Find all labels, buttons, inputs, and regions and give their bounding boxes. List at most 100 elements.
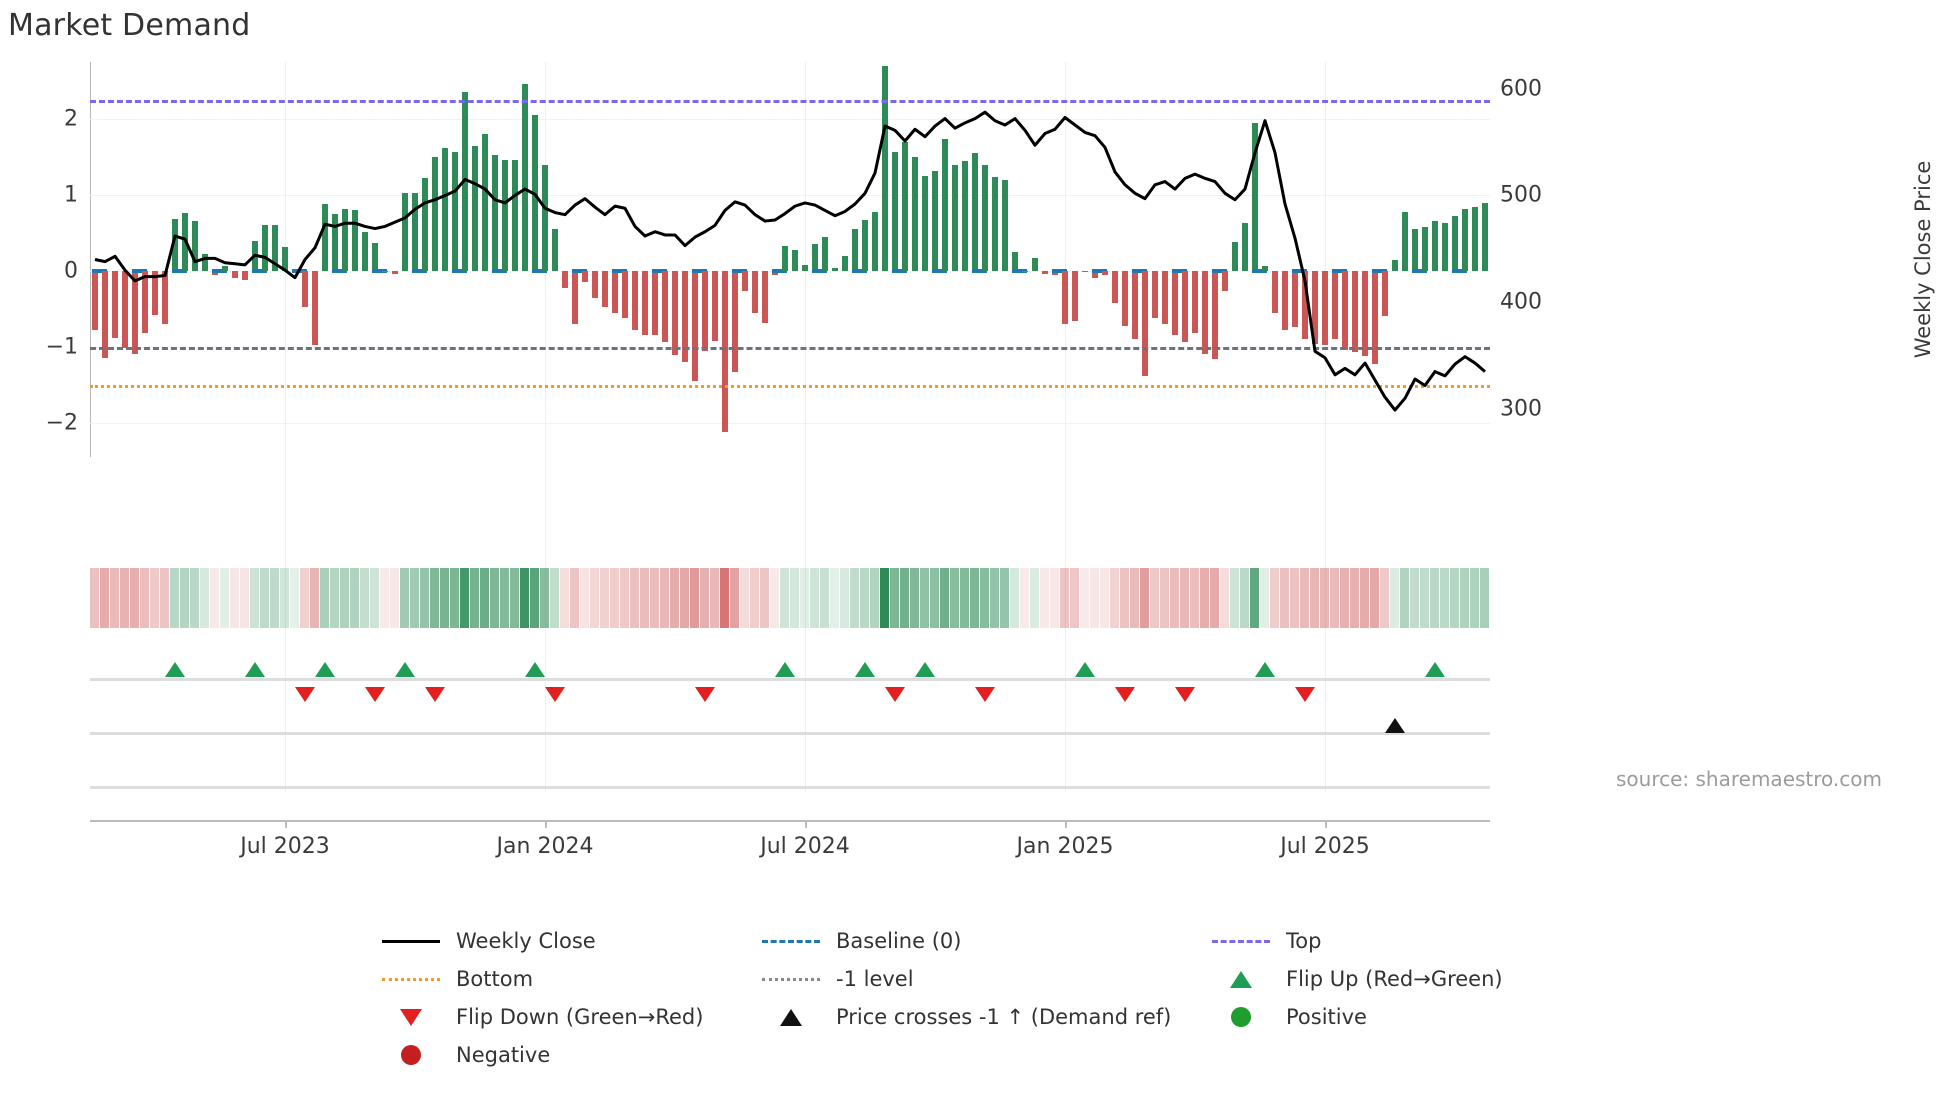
demand-bar [1291, 270, 1299, 328]
demand-bar [951, 164, 959, 271]
demand-bar [1321, 270, 1329, 345]
demand-bar [281, 247, 289, 271]
demand-bar [861, 220, 869, 271]
legend-dot-swatch [382, 977, 440, 981]
demand-bar [271, 224, 279, 271]
heatmap-cell [390, 568, 399, 628]
heatmap-cell [1460, 568, 1469, 628]
demand-bar [1471, 207, 1479, 271]
x-guide-line [285, 62, 286, 792]
heatmap-cell [350, 568, 359, 628]
baseline-tick [1411, 268, 1427, 273]
baseline-tick [131, 268, 147, 273]
demand-bar [201, 254, 209, 271]
legend-item[interactable]: Negative [380, 1043, 760, 1067]
heatmap-cell [1370, 568, 1379, 628]
heatmap-cell [1330, 568, 1339, 628]
demand-bar [841, 255, 849, 271]
triangle-down-icon [400, 1008, 422, 1026]
heatmap-cell [1120, 568, 1129, 628]
baseline-tick [171, 268, 187, 273]
demand-bar [661, 270, 669, 342]
marker-lanes [90, 640, 1490, 790]
demand-bar [431, 156, 439, 271]
heatmap-cell [1400, 568, 1409, 628]
demand-bar [311, 270, 319, 346]
legend-swatch [1210, 970, 1272, 988]
legend-swatch [380, 939, 442, 943]
heatmap-cell [1450, 568, 1459, 628]
demand-bar [391, 270, 399, 274]
heatmap-cell [860, 568, 869, 628]
chart-legend: Weekly Close Baseline (0) Top Bottom -1 leve… [380, 922, 1540, 1074]
legend-item[interactable]: -1 level [760, 967, 1210, 991]
demand-bar [1001, 179, 1009, 271]
x-tick-label: Jul 2023 [240, 834, 330, 859]
legend-item[interactable]: Flip Up (Red→Green) [1210, 967, 1540, 991]
demand-bar [821, 236, 829, 271]
heatmap-cell [590, 568, 599, 628]
heatmap-cell [1150, 568, 1159, 628]
x-tick-label: Jan 2024 [496, 834, 594, 859]
demand-bar [811, 243, 819, 271]
legend-item[interactable]: Top [1210, 929, 1540, 953]
x-tick-mark [545, 820, 547, 828]
heatmap-cell [550, 568, 559, 628]
heatmap-cell [140, 568, 149, 628]
y-tick-right: 600 [1500, 76, 1542, 102]
right-axis-label: Weekly Close Price [1911, 160, 1935, 359]
demand-bar [411, 192, 419, 271]
baseline-tick [811, 268, 827, 273]
legend-label: Weekly Close [456, 929, 596, 953]
heatmap-cell [780, 568, 789, 628]
price-cross-marker [1385, 718, 1405, 733]
demand-bar [921, 175, 929, 271]
y-tick-left: −2 [45, 410, 78, 436]
triangle-up-icon [780, 1008, 802, 1026]
demand-bar [651, 270, 659, 335]
demand-bar [241, 270, 249, 281]
legend-line-swatch [382, 939, 440, 943]
heatmap-cell [1020, 568, 1029, 628]
heatmap-cell [190, 568, 199, 628]
legend-item[interactable]: Baseline (0) [760, 929, 1210, 953]
demand-bar [1231, 242, 1239, 271]
legend-item[interactable]: Flip Down (Green→Red) [380, 1005, 760, 1029]
demand-bar [721, 270, 729, 432]
heatmap-cell [1470, 568, 1479, 628]
baseline-tick [931, 268, 947, 273]
legend-item[interactable]: Price crosses -1 ↑ (Demand ref) [760, 1005, 1210, 1029]
demand-bar [1401, 211, 1409, 271]
demand-bar [1081, 270, 1089, 273]
heatmap-cell [930, 568, 939, 628]
heatmap-cell [920, 568, 929, 628]
heatmap-cell [620, 568, 629, 628]
heatmap-cell [1110, 568, 1119, 628]
demand-bar [961, 160, 969, 271]
heatmap-cell [380, 568, 389, 628]
heatmap-cell [130, 568, 139, 628]
demand-bar [351, 210, 359, 271]
heatmap-cell [670, 568, 679, 628]
demand-bar [611, 270, 619, 313]
x-tick-mark [1325, 820, 1327, 828]
baseline-tick [251, 268, 267, 273]
demand-bar [1151, 270, 1159, 318]
heatmap-cell [410, 568, 419, 628]
heatmap-cell [540, 568, 549, 628]
demand-bar [621, 270, 629, 318]
legend-item[interactable]: Bottom [380, 967, 760, 991]
heatmap-cell [240, 568, 249, 628]
demand-bar [491, 154, 499, 271]
baseline-tick [971, 268, 987, 273]
legend-item[interactable]: Weekly Close [380, 929, 760, 953]
demand-bar [991, 177, 999, 271]
heatmap-cell [300, 568, 309, 628]
heatmap-cell [890, 568, 899, 628]
baseline-tick [731, 268, 747, 273]
x-guide-line [545, 62, 546, 792]
baseline-tick [1371, 268, 1387, 273]
baseline-tick [1291, 268, 1307, 273]
demand-bar [1411, 229, 1419, 271]
legend-item[interactable]: Positive [1210, 1005, 1540, 1029]
